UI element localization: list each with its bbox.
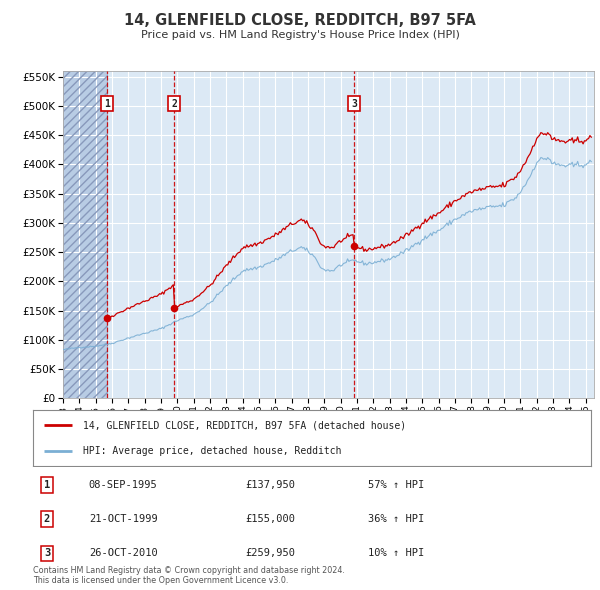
Text: 3: 3 xyxy=(351,99,357,109)
Text: 2: 2 xyxy=(44,514,50,524)
Text: £137,950: £137,950 xyxy=(245,480,295,490)
Text: HPI: Average price, detached house, Redditch: HPI: Average price, detached house, Redd… xyxy=(83,446,342,456)
Bar xyxy=(63,71,107,398)
Text: 1: 1 xyxy=(104,99,110,109)
Text: 1: 1 xyxy=(44,480,50,490)
Text: 3: 3 xyxy=(44,549,50,558)
Text: 57% ↑ HPI: 57% ↑ HPI xyxy=(368,480,424,490)
Bar xyxy=(63,71,107,398)
Text: 14, GLENFIELD CLOSE, REDDITCH, B97 5FA: 14, GLENFIELD CLOSE, REDDITCH, B97 5FA xyxy=(124,13,476,28)
Text: 26-OCT-2010: 26-OCT-2010 xyxy=(89,549,158,558)
Text: 14, GLENFIELD CLOSE, REDDITCH, B97 5FA (detached house): 14, GLENFIELD CLOSE, REDDITCH, B97 5FA (… xyxy=(83,420,406,430)
Text: 10% ↑ HPI: 10% ↑ HPI xyxy=(368,549,424,558)
Text: 08-SEP-1995: 08-SEP-1995 xyxy=(89,480,158,490)
Text: £259,950: £259,950 xyxy=(245,549,295,558)
Text: £155,000: £155,000 xyxy=(245,514,295,524)
Text: 2: 2 xyxy=(171,99,177,109)
Text: 21-OCT-1999: 21-OCT-1999 xyxy=(89,514,158,524)
Text: 36% ↑ HPI: 36% ↑ HPI xyxy=(368,514,424,524)
Text: Contains HM Land Registry data © Crown copyright and database right 2024.
This d: Contains HM Land Registry data © Crown c… xyxy=(33,566,345,585)
Text: Price paid vs. HM Land Registry's House Price Index (HPI): Price paid vs. HM Land Registry's House … xyxy=(140,31,460,40)
